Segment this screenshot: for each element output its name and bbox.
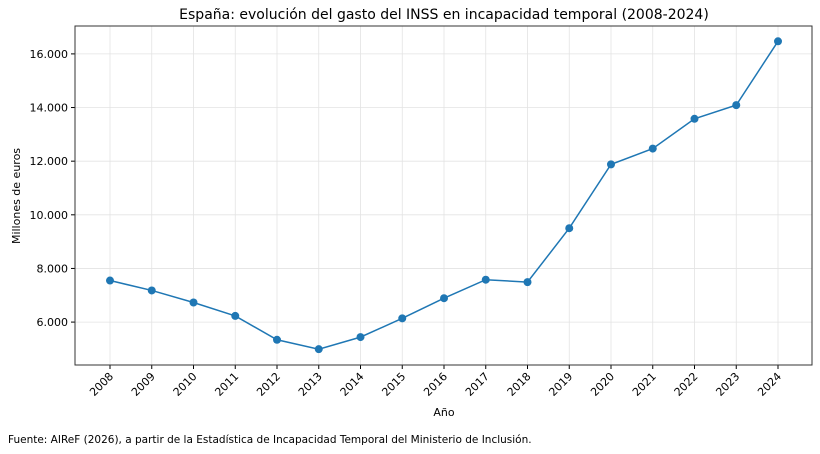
x-tick-label: 2021 — [630, 370, 659, 399]
x-tick-label: 2024 — [755, 370, 784, 399]
axes: 2008 2009 2010 2011 2012 2013 2014 2015 2016 2017… — [30, 48, 785, 399]
y-tick-label: 16.000 — [30, 48, 69, 61]
x-tick-label: 2020 — [588, 370, 617, 399]
data-point — [273, 335, 281, 344]
data-point — [106, 276, 114, 285]
y-tick-label: 12.000 — [30, 155, 69, 168]
x-tick-label: 2009 — [129, 370, 158, 399]
y-tick-label: 14.000 — [30, 102, 69, 115]
x-axis-label: Año — [433, 406, 454, 419]
x-tick-label: 2019 — [546, 370, 575, 399]
x-tick-label: 2022 — [672, 370, 701, 399]
data-point — [189, 298, 198, 307]
series — [106, 37, 782, 354]
x-tick-label: 2016 — [421, 370, 450, 399]
data-point — [607, 160, 615, 169]
x-tick-label: 2010 — [171, 370, 200, 399]
y-tick-label: 10.000 — [30, 209, 69, 222]
data-point — [732, 101, 741, 110]
x-tick-label: 2014 — [338, 370, 367, 399]
data-point — [231, 311, 240, 320]
x-tick-label: 2008 — [87, 370, 116, 399]
data-point — [356, 333, 365, 342]
chart-title: España: evolución del gasto del INSS en … — [179, 7, 709, 23]
data-point — [690, 114, 699, 123]
grid — [75, 26, 812, 365]
data-point — [523, 278, 532, 287]
x-tick-label: 2015 — [379, 370, 408, 399]
x-tick-label: 2017 — [463, 370, 492, 399]
data-point — [314, 345, 323, 354]
y-tick-label: 6.000 — [37, 316, 69, 329]
x-tick-label: 2013 — [296, 370, 325, 399]
data-point — [147, 286, 156, 295]
y-axis-label: Millones de euros — [10, 148, 23, 244]
x-tick-label: 2012 — [254, 370, 283, 399]
y-tick-label: 8.000 — [37, 262, 69, 275]
data-point — [648, 144, 657, 153]
x-tick-label: 2018 — [505, 370, 534, 399]
data-point — [481, 275, 490, 284]
source-note: Fuente: AIReF (2026), a partir de la Est… — [8, 434, 532, 446]
data-point — [398, 314, 407, 323]
data-point — [774, 37, 782, 46]
data-point — [440, 294, 448, 303]
x-tick-label: 2023 — [713, 370, 742, 399]
x-tick-label: 2011 — [212, 370, 241, 399]
plot-frame — [74, 25, 813, 366]
data-point — [565, 224, 574, 233]
